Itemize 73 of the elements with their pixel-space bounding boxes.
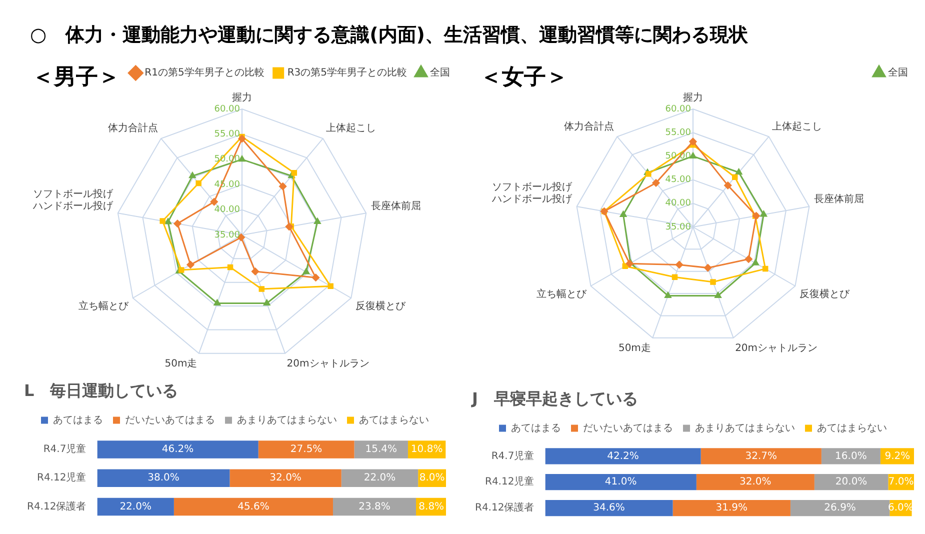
y-tick-label: R4.7児童 bbox=[43, 443, 86, 456]
data-label: 16.0% bbox=[835, 450, 867, 462]
data-label: 46.2% bbox=[162, 444, 194, 456]
data-label: 26.9% bbox=[824, 502, 856, 514]
spoke-label: ソフトボール投げハンドボール投げ bbox=[490, 181, 573, 206]
spoke-label: 長座体前屈 bbox=[371, 200, 422, 212]
chart-title: J 早寝早起きしている bbox=[471, 388, 638, 408]
chart-title: L 毎日運動している bbox=[24, 380, 178, 400]
chart-title: ○ 体力・運動能力や運動に関する意識(内面)、生活習慣、運動習慣等に関わる現状 bbox=[30, 23, 748, 48]
spoke-label: 20mシャトルラン bbox=[735, 343, 818, 354]
data-label: 8.8% bbox=[418, 501, 444, 512]
y-tick-label: 60.00 bbox=[665, 104, 692, 114]
spoke-label: 体力合計点 bbox=[564, 120, 614, 132]
legend-label: R3の第5学年男子との比較 bbox=[287, 66, 408, 79]
y-tick-label: 40.00 bbox=[214, 205, 240, 216]
y-tick-label: 40.00 bbox=[665, 198, 692, 209]
legend-label: あてはまる bbox=[511, 422, 561, 434]
data-label: 7.0% bbox=[888, 476, 914, 488]
data-label: 42.2% bbox=[607, 450, 639, 462]
data-label: 34.6% bbox=[593, 502, 625, 514]
spoke-label: 体力合計点 bbox=[108, 122, 158, 134]
spoke-label: 上体起こし bbox=[326, 122, 376, 134]
chart-subtitle: ＜女子＞ bbox=[480, 64, 568, 92]
spoke-label: 握力 bbox=[683, 92, 703, 104]
data-label: 27.5% bbox=[290, 444, 322, 456]
y-tick-label: 55.00 bbox=[665, 128, 692, 138]
data-label: 9.2% bbox=[884, 450, 910, 462]
legend-label: R1の第5学年男子との比較 bbox=[144, 66, 264, 79]
legend-label: あまりあてはまらない bbox=[695, 422, 795, 434]
y-tick-label: 55.00 bbox=[214, 130, 240, 140]
spoke-label: ソフトボール投げハンドボール投げ bbox=[32, 188, 114, 212]
spoke-label: 反復横とび bbox=[355, 300, 406, 312]
y-tick-label: R4.12保護者 bbox=[26, 500, 86, 512]
data-label: 45.6% bbox=[238, 501, 270, 512]
legend-label: だいたいあてはまる bbox=[583, 422, 673, 434]
data-label: 23.8% bbox=[358, 501, 390, 512]
legend-label: あてはまらない bbox=[359, 414, 429, 426]
spoke-label: 反復横とび bbox=[800, 288, 851, 300]
data-label: 32.0% bbox=[270, 472, 302, 484]
data-label: 31.9% bbox=[716, 502, 748, 514]
data-label: 20.0% bbox=[835, 476, 868, 488]
data-label: 41.0% bbox=[604, 476, 637, 488]
legend-label: 全国 bbox=[888, 66, 908, 79]
data-label: 38.0% bbox=[148, 472, 180, 484]
data-label: 32.7% bbox=[745, 450, 778, 462]
legend-label: だいたいあてはまる bbox=[125, 414, 215, 426]
spoke-label: 上体起こし bbox=[772, 120, 822, 132]
spoke-label: 50m走 bbox=[618, 342, 651, 354]
legend-label: あまりあてはまらない bbox=[237, 414, 337, 426]
y-tick-label: 35.00 bbox=[214, 230, 240, 240]
data-label: 22.0% bbox=[364, 472, 396, 484]
spoke-label: 50m走 bbox=[164, 358, 198, 370]
data-label: 22.0% bbox=[120, 501, 152, 512]
y-tick-label: R4.12保護者 bbox=[474, 502, 534, 514]
spoke-label: 立ち幅とび bbox=[78, 300, 130, 312]
y-tick-label: 60.00 bbox=[214, 104, 240, 114]
y-tick-label: 35.00 bbox=[665, 222, 692, 232]
data-label: 32.0% bbox=[740, 476, 772, 488]
chart-subtitle: ＜男子＞ bbox=[32, 64, 120, 92]
y-tick-label: R4.12児童 bbox=[484, 476, 534, 488]
legend-label: あてはまる bbox=[53, 414, 103, 426]
y-tick-label: R4.7児童 bbox=[491, 450, 534, 462]
legend-label: あてはまらない bbox=[817, 422, 887, 434]
data-label: 10.8% bbox=[410, 444, 443, 456]
y-tick-label: 45.00 bbox=[665, 175, 692, 186]
y-tick-label: R4.12児童 bbox=[36, 472, 86, 484]
spoke-label: 20mシャトルラン bbox=[286, 358, 370, 370]
spoke-label: 立ち幅とび bbox=[536, 288, 588, 300]
legend-label: 全国 bbox=[430, 66, 450, 79]
spoke-label: 握力 bbox=[232, 92, 252, 104]
spoke-label: 長座体前屈 bbox=[814, 193, 864, 206]
data-label: 15.4% bbox=[365, 444, 398, 456]
data-label: 8.0% bbox=[419, 472, 445, 484]
